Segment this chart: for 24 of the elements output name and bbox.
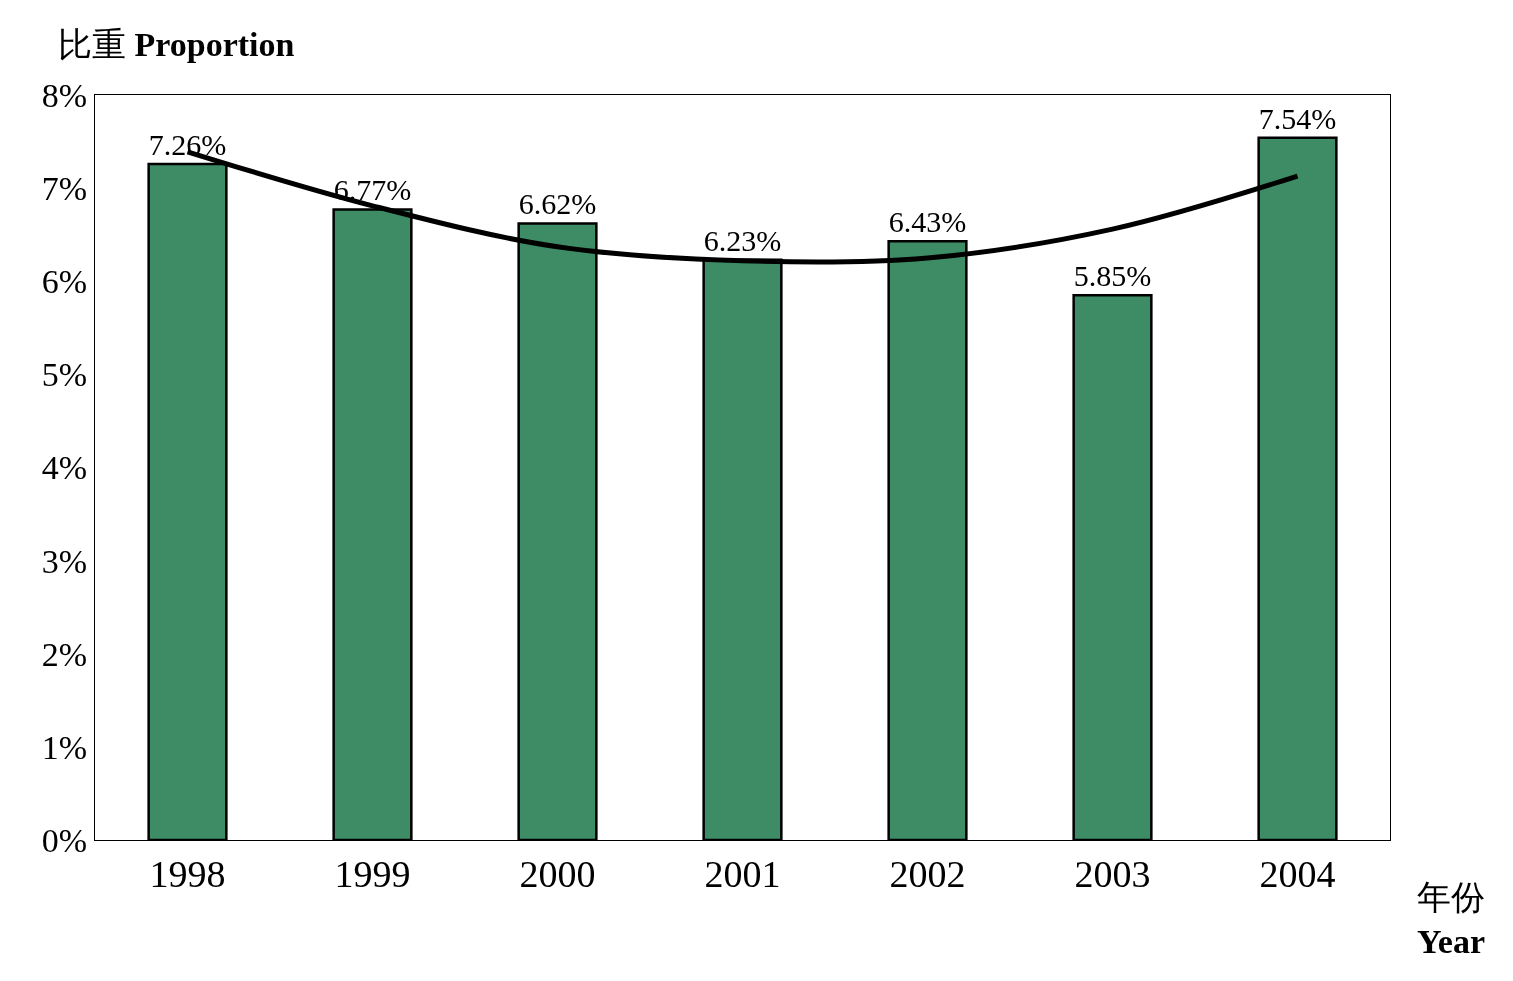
y-tick-label: 0% (41, 821, 88, 859)
x-tick-label: 2004 (1259, 852, 1336, 895)
x-tick-label: 1999 (334, 852, 411, 895)
y-tick-label: 7% (41, 170, 88, 208)
data-label: 6.43% (888, 205, 967, 240)
x-tick-label: 2000 (519, 852, 596, 895)
data-label: 6.23% (703, 223, 782, 258)
data-label: 7.26% (148, 127, 227, 162)
y-tick-label: 3% (41, 542, 88, 580)
x-tick-label: 2003 (1074, 852, 1151, 895)
y-axis-title: 比重 Proportion (58, 26, 295, 63)
x-tick-label: 2002 (889, 852, 966, 895)
y-tick-label: 6% (41, 263, 88, 301)
y-tick-label: 5% (41, 356, 88, 394)
data-label: 7.54% (1258, 101, 1337, 136)
y-tick-label: 4% (41, 449, 88, 487)
y-tick-label: 8% (41, 76, 88, 114)
y-tick-label: 1% (41, 728, 88, 766)
x-tick-label: 2001 (704, 852, 781, 895)
data-label: 5.85% (1073, 259, 1152, 294)
x-axis-title: 年份 Year (1417, 879, 1485, 961)
x-tick-label: 1998 (149, 852, 226, 895)
data-label: 6.62% (518, 187, 597, 222)
y-tick-label: 2% (41, 635, 88, 673)
